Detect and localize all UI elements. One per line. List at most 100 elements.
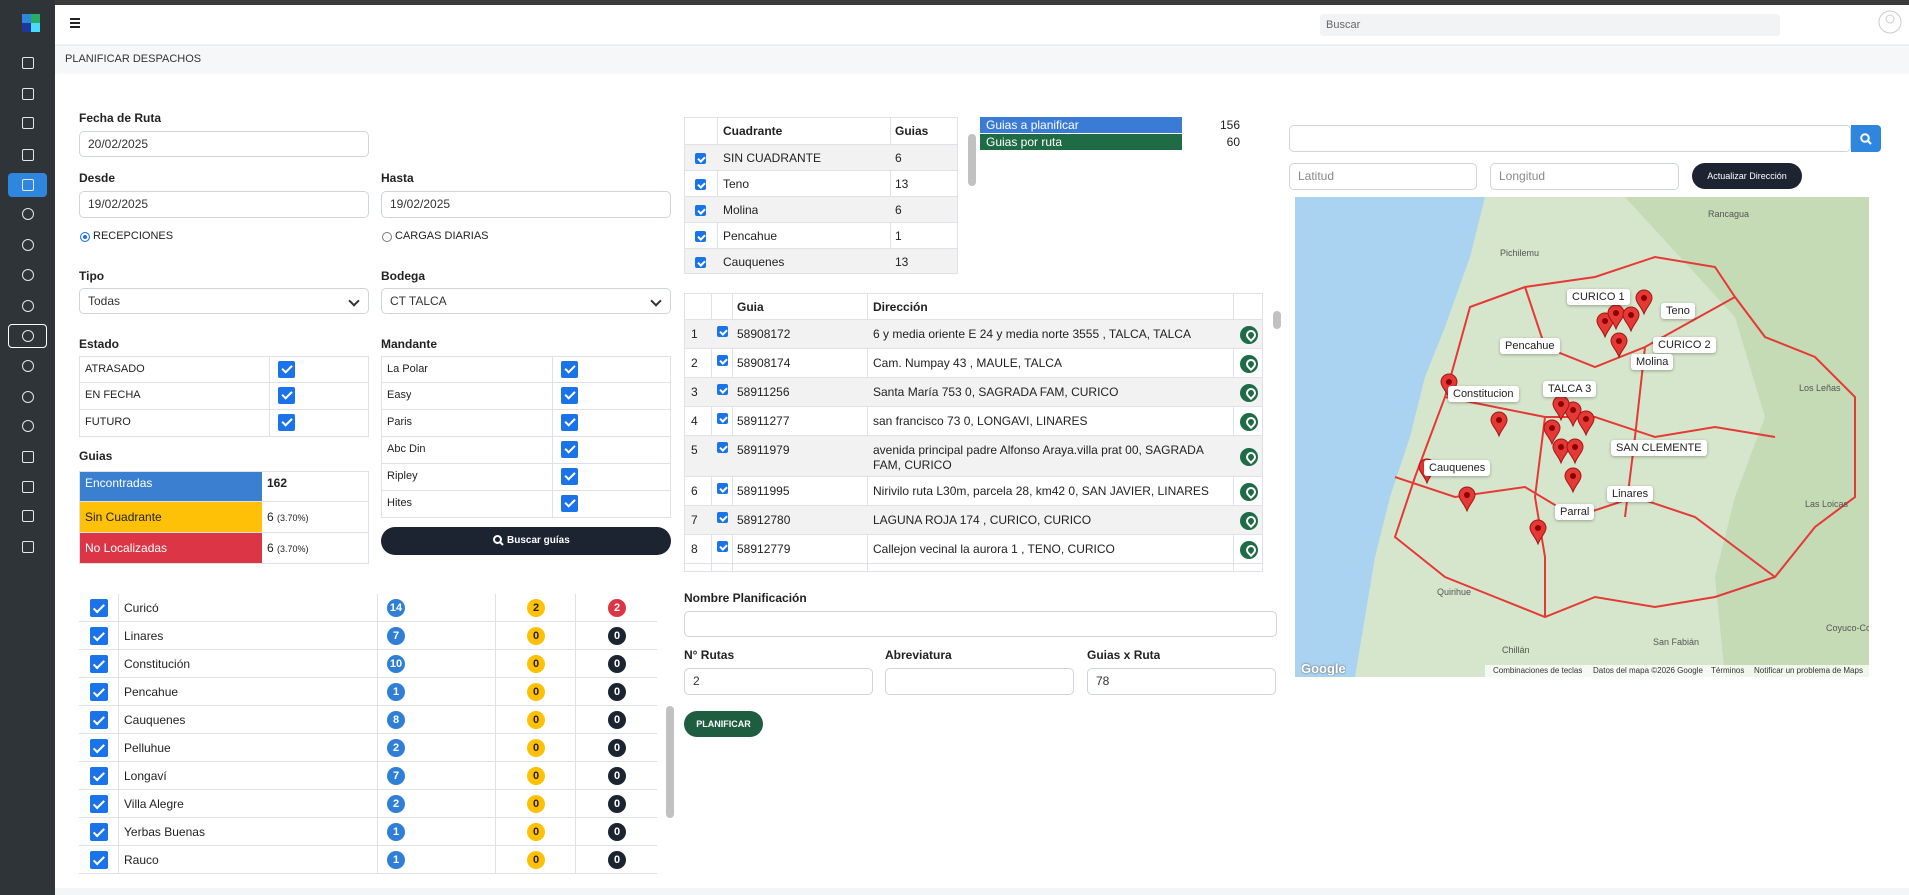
sidebar-icon[interactable]: [22, 510, 34, 522]
map-pin[interactable]: [1564, 467, 1582, 494]
checkbox[interactable]: [717, 413, 728, 424]
checkbox[interactable]: [90, 627, 108, 645]
checkbox[interactable]: [695, 205, 706, 216]
checkbox[interactable]: [695, 153, 706, 164]
checkbox[interactable]: [717, 355, 728, 366]
sidebar-icon[interactable]: [22, 57, 34, 69]
sidebar-icon[interactable]: [22, 239, 34, 251]
location-button[interactable]: [1240, 540, 1258, 559]
map-pin[interactable]: [1622, 306, 1640, 333]
place-name: Los Leñas: [1799, 383, 1841, 393]
latitude-input[interactable]: Latitud: [1289, 163, 1477, 190]
checkbox[interactable]: [717, 326, 728, 337]
map-pin[interactable]: [1610, 332, 1628, 359]
table-row: [685, 407, 1262, 436]
location-button[interactable]: [1240, 325, 1258, 344]
checkbox[interactable]: [717, 384, 728, 395]
date-input[interactable]: 20/02/2025: [79, 131, 369, 157]
search-input[interactable]: Buscar: [1320, 14, 1780, 36]
text-input[interactable]: [684, 611, 1277, 637]
checkbox[interactable]: [561, 495, 578, 512]
checkbox[interactable]: [561, 387, 578, 404]
longitude-input[interactable]: Longitud: [1490, 163, 1679, 190]
select[interactable]: CT TALCA: [381, 288, 671, 314]
checkbox[interactable]: [695, 257, 706, 268]
sidebar-icon[interactable]: [22, 149, 34, 161]
map-pin[interactable]: [1607, 304, 1625, 331]
checkbox[interactable]: [90, 683, 108, 701]
sidebar-icon[interactable]: [22, 360, 34, 372]
cell-divider: [495, 594, 496, 621]
checkbox[interactable]: [90, 823, 108, 841]
sidebar-icon[interactable]: [22, 451, 34, 463]
checkbox[interactable]: [90, 739, 108, 757]
checkbox[interactable]: [717, 483, 728, 494]
map-pin[interactable]: [1490, 411, 1508, 438]
guias-row: No Localizadas 6 (3.70%): [79, 533, 369, 564]
count-badge-label: 0: [532, 630, 540, 642]
map[interactable]: Rancagua Pichilemu Los Leñas Las Loicas Quir…: [1295, 197, 1869, 677]
radio[interactable]: [80, 232, 90, 242]
text-input[interactable]: 2: [684, 668, 873, 695]
count-badge-label: 0: [532, 826, 540, 838]
location-button[interactable]: [1240, 447, 1258, 466]
sidebar-icon[interactable]: [22, 269, 34, 281]
map-pin[interactable]: [1577, 410, 1595, 437]
sidebar-icon[interactable]: [22, 179, 34, 191]
checkbox[interactable]: [717, 442, 728, 453]
checkbox[interactable]: [717, 541, 728, 552]
checkbox[interactable]: [717, 512, 728, 523]
checkbox[interactable]: [278, 361, 295, 378]
select[interactable]: Todas: [79, 288, 369, 314]
text-input[interactable]: [885, 668, 1074, 695]
checkbox[interactable]: [561, 361, 578, 378]
date-input[interactable]: 19/02/2025: [381, 191, 671, 218]
text-input[interactable]: 78: [1087, 668, 1276, 695]
search-button[interactable]: Buscar guías: [381, 527, 671, 555]
date-input[interactable]: 19/02/2025: [79, 191, 369, 218]
checkbox[interactable]: [90, 599, 108, 617]
map-pin[interactable]: [1458, 486, 1476, 513]
checkbox[interactable]: [561, 441, 578, 458]
map-search-button[interactable]: [1851, 125, 1881, 152]
map-pin[interactable]: [1566, 438, 1584, 465]
map-pin[interactable]: [1552, 438, 1570, 465]
sidebar-icon[interactable]: [22, 481, 34, 493]
sidebar-icon[interactable]: [22, 541, 34, 553]
location-button[interactable]: [1240, 383, 1258, 402]
sidebar-icon[interactable]: [22, 88, 34, 100]
checkbox[interactable]: [695, 231, 706, 242]
map-pin[interactable]: [1596, 312, 1614, 339]
location-button[interactable]: [1240, 412, 1258, 431]
checkbox[interactable]: [90, 767, 108, 785]
checkbox[interactable]: [561, 468, 578, 485]
checkbox[interactable]: [90, 851, 108, 869]
checkbox[interactable]: [278, 387, 295, 404]
sidebar-icon[interactable]: [22, 300, 34, 312]
checkbox[interactable]: [90, 711, 108, 729]
plan-button[interactable]: PLANIFICAR: [684, 711, 763, 737]
cell-divider: [269, 383, 270, 409]
map-pin[interactable]: [1529, 519, 1547, 546]
map-search[interactable]: [1289, 125, 1851, 152]
checkbox[interactable]: [90, 795, 108, 813]
sidebar-icon[interactable]: [22, 208, 34, 220]
update-button[interactable]: Actualizar Dirección: [1692, 163, 1802, 189]
checkbox[interactable]: [695, 179, 706, 190]
checkbox[interactable]: [90, 655, 108, 673]
sidebar-icon[interactable]: [22, 391, 34, 403]
sidebar-icon[interactable]: [22, 117, 34, 129]
map-pin[interactable]: [1543, 419, 1561, 446]
sidebar-icon[interactable]: [22, 330, 34, 342]
location-button[interactable]: [1240, 482, 1258, 501]
radio[interactable]: [382, 232, 392, 242]
checkbox[interactable]: [278, 414, 295, 431]
region-name: Cauquenes: [124, 713, 186, 727]
checkbox[interactable]: [561, 414, 578, 431]
avatar[interactable]: [1878, 10, 1902, 34]
location-button[interactable]: [1240, 511, 1258, 530]
map-pin[interactable]: [1635, 289, 1653, 316]
hamburger[interactable]: [70, 18, 80, 28]
location-button[interactable]: [1240, 354, 1258, 373]
sidebar-icon[interactable]: [22, 420, 34, 432]
